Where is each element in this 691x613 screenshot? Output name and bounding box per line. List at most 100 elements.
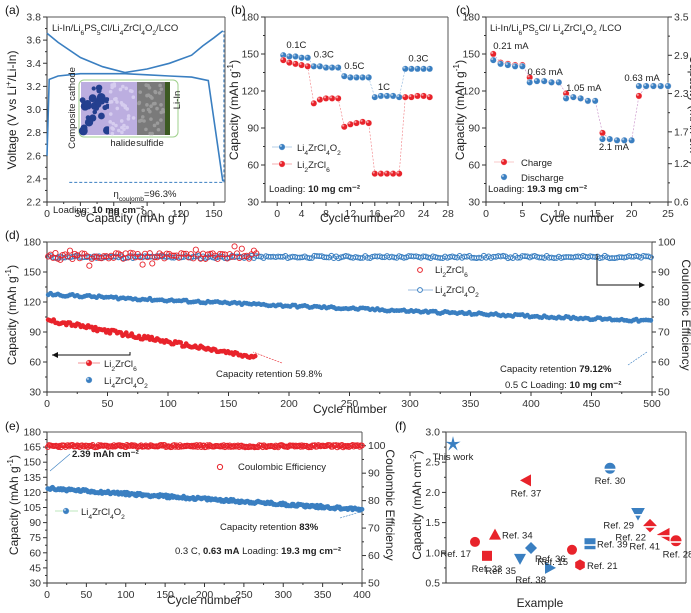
ce-point [335, 442, 342, 449]
y-tick-label: 180 [241, 12, 259, 24]
text-span: 4 [326, 150, 330, 157]
data-point-Discharge [548, 78, 555, 86]
text-span: 4 [133, 383, 137, 390]
halide-particle [115, 100, 119, 104]
point-label: Ref. 37 [511, 488, 542, 499]
data-point-Li4ZrCl4O2 [316, 62, 324, 70]
data-point-Li2ZrCl6 [346, 120, 354, 128]
marker-half-band [604, 468, 616, 471]
data-point-Li2ZrCl6-highlight [287, 60, 290, 63]
halide-particle [122, 127, 126, 132]
halide-particle [110, 85, 114, 90]
halide-particle [131, 116, 136, 120]
data-point-Li2ZrCl6 [328, 95, 336, 102]
data-point-Li4ZrCl4O2-highlight [372, 94, 375, 98]
text-span: Capacity (mAh cm [410, 462, 424, 560]
sulfide-particle [148, 131, 152, 136]
marker-square [482, 550, 492, 561]
data-point-Discharge-highlight [549, 80, 552, 83]
data-point-Li4ZrCl4O2-highlight [293, 54, 296, 57]
data-point-Li2ZrCl6 [365, 119, 373, 127]
legend-marker-cap-red-highlight [86, 360, 89, 363]
data-point-Discharge [577, 95, 585, 102]
data-point-Discharge [533, 77, 541, 85]
legend-marker-cap-red [85, 359, 93, 367]
y-tick-label: 60 [468, 160, 480, 172]
text-span: PS [84, 23, 97, 34]
sulfide-particle [145, 103, 149, 107]
data-point-Discharge-highlight [571, 94, 574, 98]
x-tick-label: 50 [81, 589, 93, 601]
current-label: 0.63 mA [527, 67, 563, 78]
y-tick-label: 2.4 [26, 173, 41, 185]
text-span: ZrCl [115, 359, 133, 370]
x-tick-label: 90 [141, 208, 153, 220]
retention-pointer [339, 511, 361, 519]
coulombic-efficiency-label: ηcoulomb=96.3% [114, 189, 177, 203]
data-point-Discharge-highlight [651, 83, 654, 87]
data-point-Li4ZrCl4O2 [285, 53, 293, 60]
data-point-Li2ZrCl6-highlight [293, 61, 296, 64]
data-point-Li4ZrCl4O2-highlight [396, 94, 400, 98]
sulfide-particle [161, 107, 165, 112]
loading-label: Loading: 10 mg cm⁻² [53, 205, 144, 216]
legend-marker-capacity [62, 507, 70, 515]
current-label: 1.05 mA [566, 83, 602, 94]
data-point-Li4ZrCl4O2-highlight [384, 93, 387, 96]
point-label: Ref. 36 [535, 554, 566, 565]
data-point-Charge [635, 92, 643, 100]
halide-particle [110, 131, 115, 136]
ce-point-Li4ZrCl4O2 [500, 252, 507, 259]
li-in-layer [165, 82, 170, 135]
capacity-point-Li4ZrCl4O2 [648, 317, 654, 323]
text-span: 4 [88, 514, 92, 521]
right-y-tick-label: 0.6 [674, 197, 689, 209]
text-span: O [137, 376, 144, 387]
data-point-Discharge-highlight [498, 61, 501, 64]
data-point-Li4ZrCl4O2 [292, 53, 299, 60]
y-tick-label: 60 [247, 160, 259, 172]
sulfide-layer [137, 82, 165, 135]
ce-point-Li2ZrCl6 [231, 243, 238, 250]
sulfide-particle [144, 127, 148, 132]
text-span: ) [687, 161, 691, 165]
x-axis-title: Cycle number [313, 402, 387, 416]
text-span: 0.5 C Loading: [505, 380, 569, 391]
cathode-particle [91, 86, 96, 91]
y-tick-label: 3.0 [425, 427, 440, 439]
legend-label-capacity: Li4ZrCl4O2 [81, 507, 125, 521]
halide-particle [108, 120, 113, 124]
text-span: ) [410, 450, 424, 454]
rate-label: 0.3C [314, 50, 334, 61]
x-tick-label: 25 [662, 208, 674, 220]
sulfide-particle [159, 87, 164, 92]
marker-circle [470, 536, 480, 547]
data-point-Li4ZrCl4O2 [383, 92, 391, 100]
ce-point-Li2ZrCl6 [69, 255, 76, 263]
y-tick-label: 2.6 [26, 150, 41, 162]
x-tick-label: 28 [442, 208, 454, 220]
ce-point-Li4ZrCl4O2 [514, 254, 521, 261]
ce-point-Li4ZrCl4O2 [476, 254, 482, 261]
data-point-Discharge-highlight [629, 138, 632, 141]
data-point-Charge [599, 129, 606, 137]
sulfide-particle [142, 119, 146, 123]
ce-point-Li2ZrCl6 [180, 250, 187, 257]
data-point-Li4ZrCl4O2 [420, 65, 427, 73]
text-span: -2 [408, 454, 418, 462]
data-point-Li2ZrCl6 [389, 170, 397, 178]
x-tick-label: 20 [626, 208, 638, 220]
data-point-Discharge-highlight [658, 83, 661, 87]
data-point-Discharge-highlight [614, 138, 618, 141]
data-point-Li2ZrCl6 [401, 93, 409, 101]
halide-particle [108, 112, 113, 116]
legend-marker-highlight [279, 144, 282, 148]
text-span: 4 [120, 30, 124, 37]
text-span: Loading: [239, 546, 281, 557]
ce-point-Li2ZrCl6 [100, 253, 107, 260]
text-span: ) [453, 60, 467, 64]
text-span: =96.3% [144, 189, 177, 200]
y-tick-label: 90 [29, 327, 41, 339]
